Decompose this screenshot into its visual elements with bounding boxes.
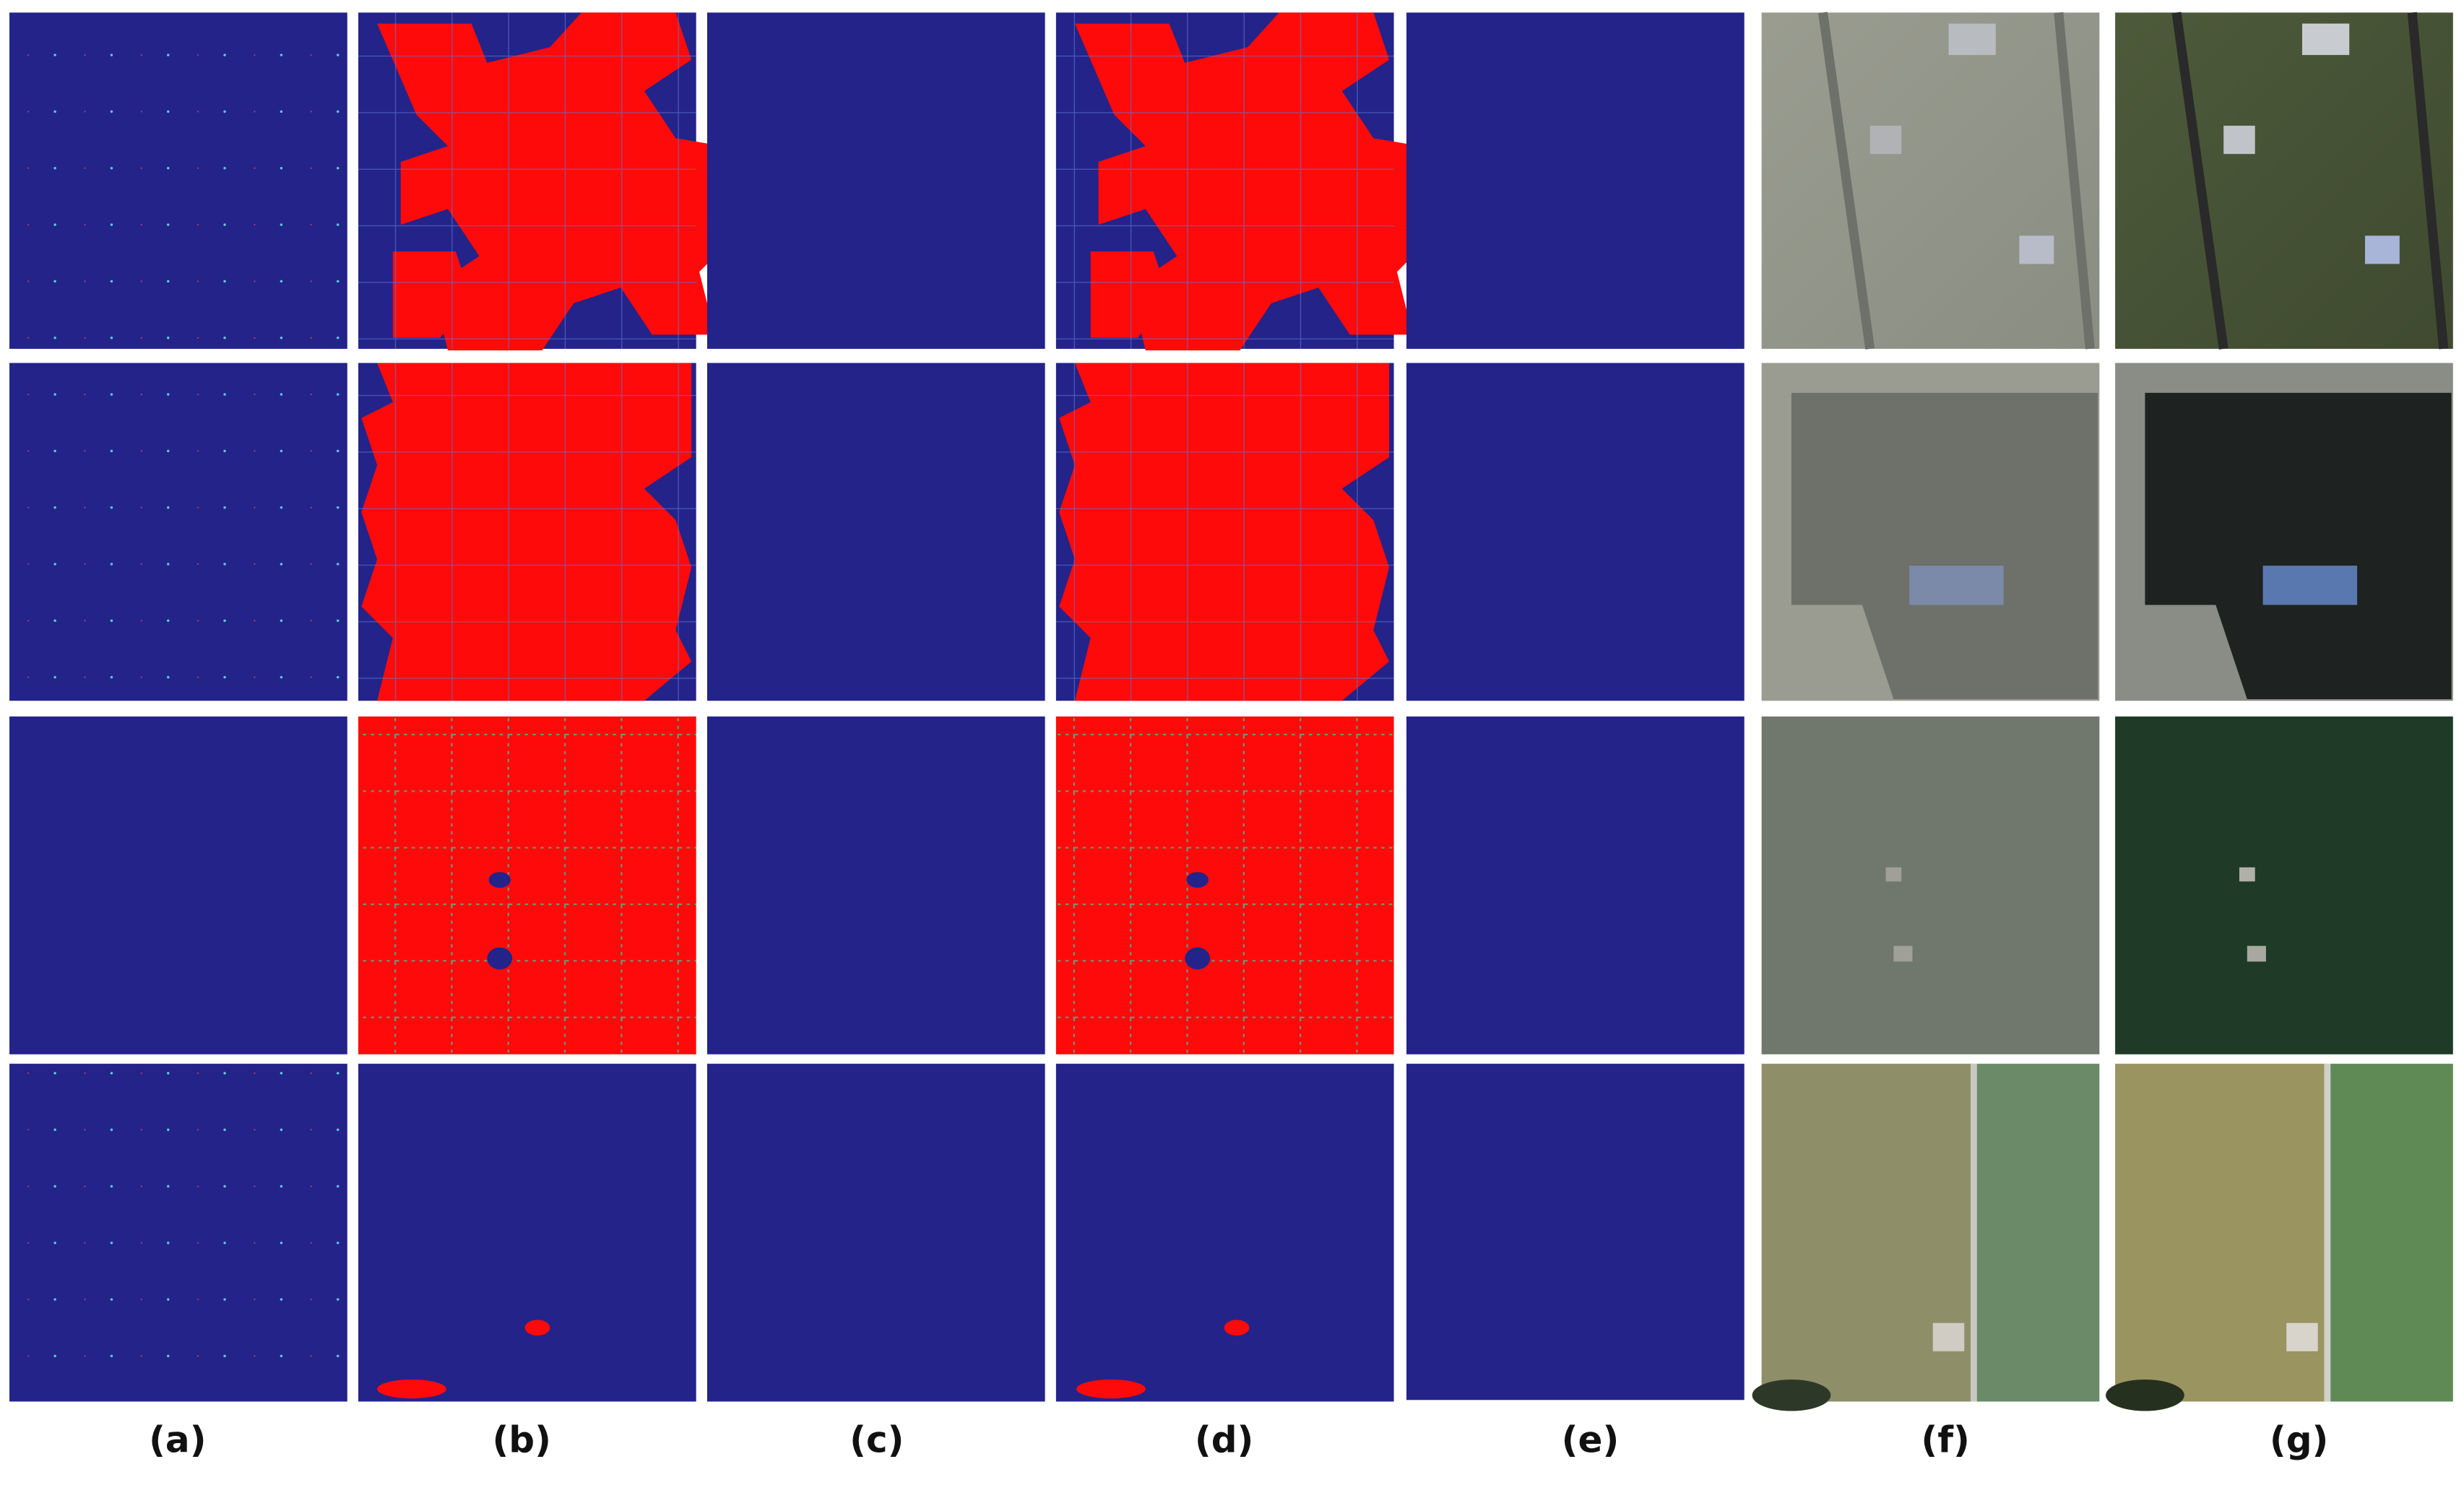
panel-label: (b) (492, 1419, 551, 1461)
error-map (358, 363, 696, 701)
error-map (706, 1063, 1045, 1402)
aerial-image (1752, 1063, 2100, 1411)
aerial-image (2115, 363, 2453, 701)
error-map (1055, 716, 1394, 1055)
error-map (706, 12, 1045, 349)
aerial-image (2115, 12, 2453, 350)
aerial-image (2115, 716, 2453, 1055)
error-map (1406, 363, 1745, 701)
panel-label: (d) (1195, 1419, 1254, 1461)
panel-label: (f) (1921, 1419, 1969, 1461)
panel-label: (c) (850, 1419, 904, 1461)
aerial-image (1761, 12, 2100, 350)
error-map (706, 716, 1045, 1055)
panel-grid: (a) (b) (c) (d) (e) (f) (g) (9, 12, 2453, 1461)
error-map (1406, 12, 1745, 349)
error-map (1406, 716, 1745, 1055)
error-map (1055, 1063, 1394, 1402)
error-map (358, 12, 731, 351)
error-map-noise (9, 12, 347, 349)
error-map (1055, 363, 1394, 701)
panel-label: (a) (149, 1419, 206, 1461)
error-map-noise (9, 1063, 347, 1402)
error-map (358, 716, 696, 1055)
aerial-image (1761, 363, 2100, 701)
error-map (1055, 12, 1429, 351)
error-map (9, 716, 347, 1055)
error-map (358, 1063, 696, 1402)
panel-label: (g) (2270, 1419, 2329, 1461)
panel-label: (e) (1562, 1419, 1620, 1461)
aerial-image (2106, 1063, 2453, 1411)
error-map-noise (9, 363, 347, 701)
error-map (706, 363, 1045, 701)
aerial-image (1761, 716, 2100, 1055)
error-map (1406, 1063, 1745, 1400)
